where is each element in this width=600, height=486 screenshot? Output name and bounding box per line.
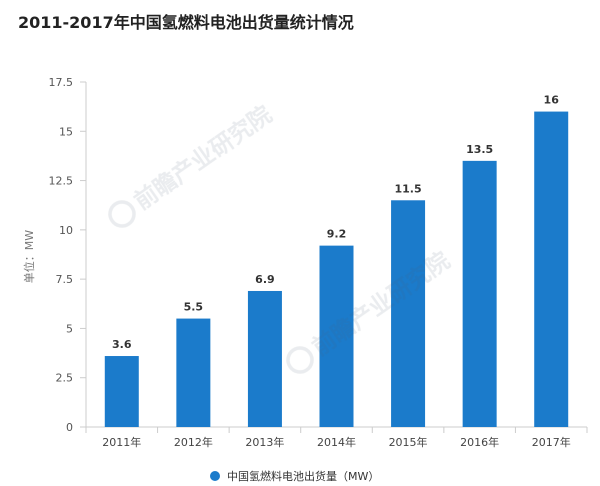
bars [104,111,569,428]
data-label: 6.9 [255,273,275,286]
data-label: 13.5 [466,143,493,156]
y-tick-label: 2.5 [56,372,74,385]
data-labels: 3.6 5.5 6.9 9.2 11.5 13.5 16 [112,94,559,351]
data-label: 5.5 [184,301,204,314]
x-tick-label: 2017年 [532,435,571,449]
y-tick-label: 10 [59,224,73,237]
y-tick-label: 12.5 [49,175,74,188]
bar [391,200,426,427]
x-tick-label: 2013年 [245,435,284,449]
x-tick-label: 2011年 [102,435,141,449]
y-tick-label: 7.5 [56,273,74,286]
bar [534,111,569,428]
watermark-text: 前瞻产业研究院 [129,101,276,215]
bar [319,245,354,427]
bar [247,290,282,427]
axes: 0 2.5 5 7.5 10 12.5 15 17.5 单位：MW 2011年 2012年 2013年… [22,76,588,449]
y-tick-label: 5 [66,322,73,335]
y-tick-label: 17.5 [49,76,74,89]
bar [176,318,211,427]
bar [462,160,497,427]
x-tick-label: 2012年 [174,435,213,449]
watermark-logo-icon [286,346,314,374]
legend-label: 中国氢燃料电池出货量（MW） [227,469,379,483]
data-label: 9.2 [327,228,347,241]
x-tick-label: 2016年 [460,435,499,449]
y-tick-label: 0 [66,421,73,434]
bar [104,356,139,427]
chart-title: 2011-2017年中国氢燃料电池出货量统计情况 [18,13,354,32]
data-label: 3.6 [112,338,132,351]
data-label: 16 [544,94,560,107]
watermark-logo-icon [108,200,136,228]
legend: 中国氢燃料电池出货量（MW） [210,469,379,483]
legend-marker-icon [210,471,220,481]
y-axis-title: 单位：MW [22,230,36,283]
data-label: 11.5 [395,182,422,195]
x-tick-label: 2015年 [389,435,428,449]
y-tick-label: 15 [59,125,73,138]
x-tick-label: 2014年 [317,435,356,449]
